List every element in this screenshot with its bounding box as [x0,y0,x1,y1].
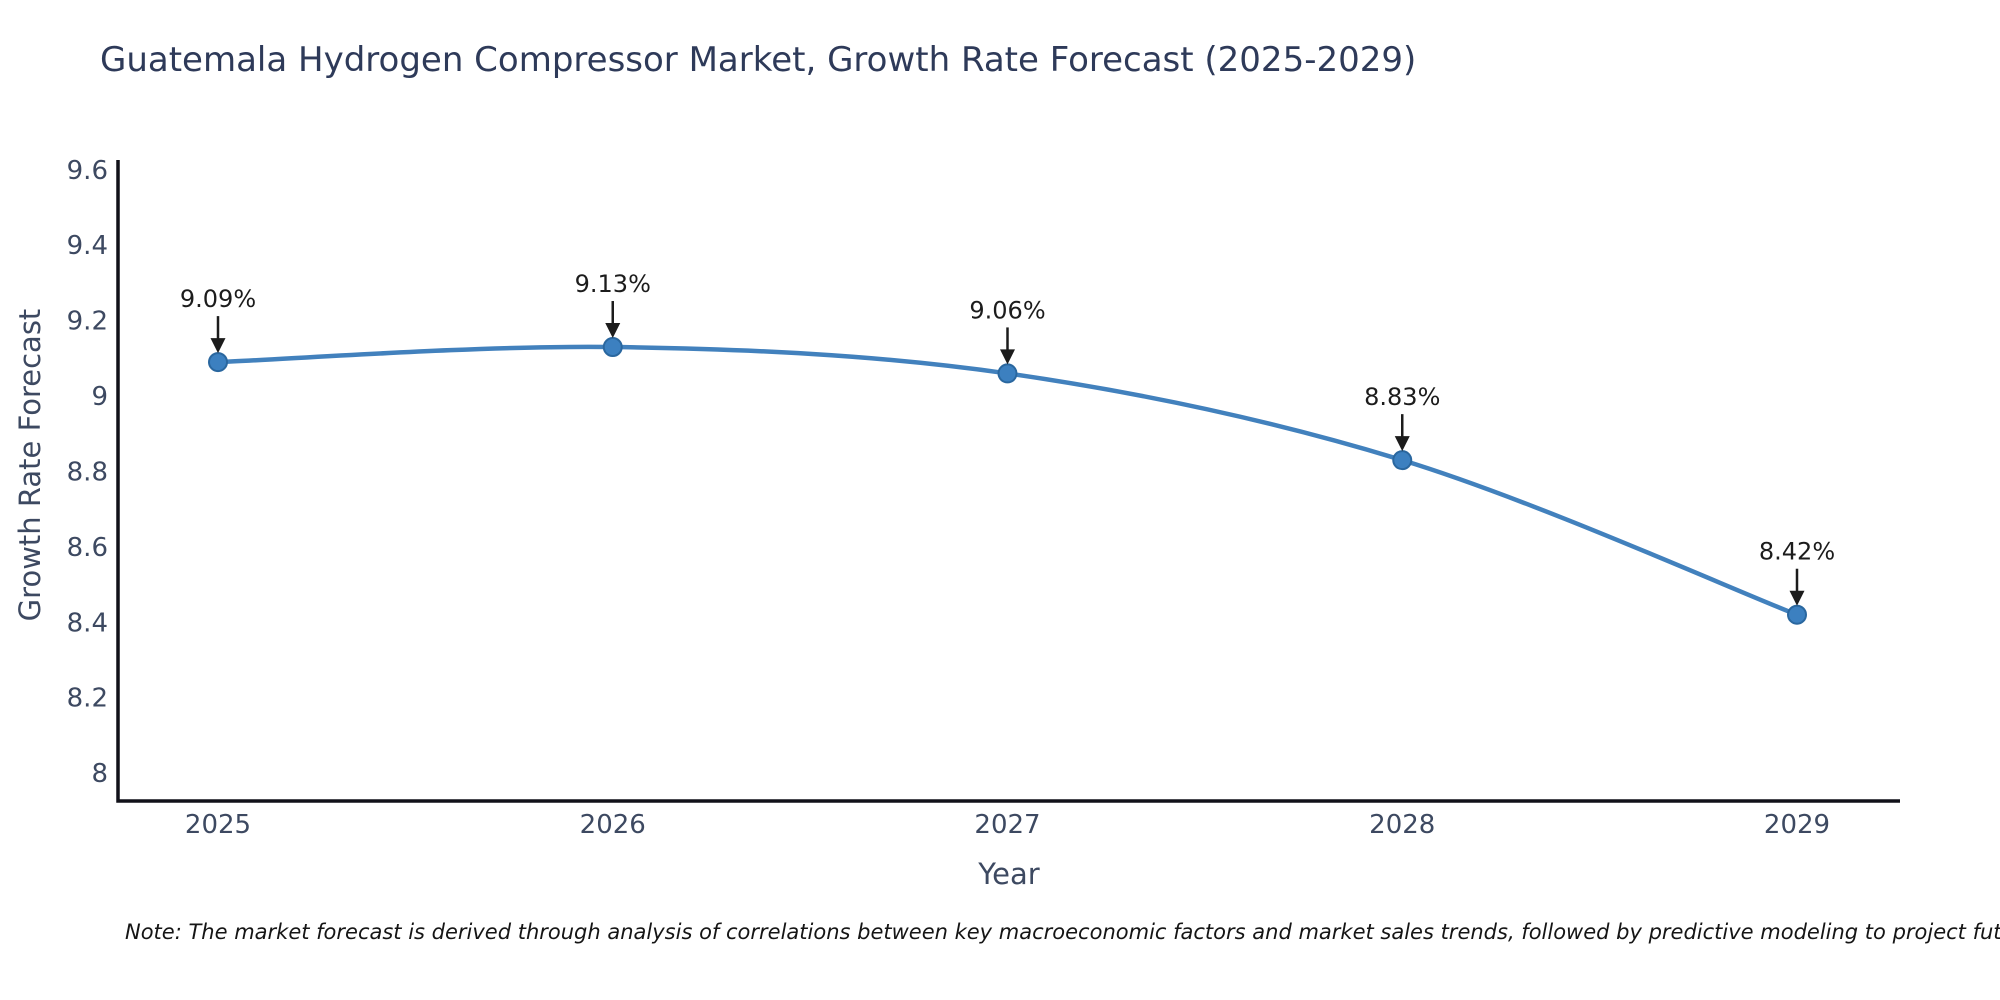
annotation-arrowhead-icon [210,338,226,354]
annotation-arrowhead-icon [605,323,621,339]
y-tick-label-8.6: 8.6 [67,533,108,563]
y-tick-label-8: 8 [91,759,108,789]
y-tick-label-8.8: 8.8 [67,457,108,487]
x-axis-title: Year [978,857,1040,891]
point-label-2029: 8.42% [1759,538,1835,566]
x-tick-label-2029: 2029 [1764,810,1830,840]
point-label-2026: 9.13% [575,270,651,298]
y-tick-label-9: 9 [91,382,108,412]
y-tick-label-9.6: 9.6 [67,156,108,186]
point-label-2027: 9.06% [969,296,1045,324]
trend-line [215,344,1800,617]
point-label-2025: 9.09% [180,285,256,313]
y-tick-label-9.4: 9.4 [67,231,108,261]
y-tick-label-8.2: 8.2 [67,684,108,714]
y-tick-label-9.2: 9.2 [67,307,108,337]
data-point-2027 [997,363,1018,384]
data-point-2028 [1392,450,1413,471]
annotation-arrowhead-icon [1394,436,1410,452]
axes-lines [116,160,1900,803]
x-tick-label-2026: 2026 [580,810,646,840]
data-point-2029 [1787,604,1807,625]
x-tick-label-2027: 2027 [974,810,1040,840]
x-tick-label-2025: 2025 [185,810,251,840]
data-point-2026 [602,337,623,358]
annotation-arrowhead-icon [1000,349,1015,365]
y-axis-title: Growth Rate Forecast [13,308,47,622]
point-label-2028: 8.83% [1364,383,1440,411]
annotation-arrowhead-icon [1789,590,1805,606]
x-tick-label-2028: 2028 [1369,810,1435,840]
chart-title: Guatemala Hydrogen Compressor Market, Gr… [100,40,1417,80]
y-tick-label-8.4: 8.4 [67,608,108,638]
data-point-2025 [208,352,228,373]
footnote: Note: The market forecast is derived thr… [125,920,2000,944]
